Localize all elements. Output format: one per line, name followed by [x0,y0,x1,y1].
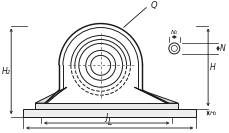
Text: J: J [105,113,107,122]
Bar [23,109,195,117]
Text: N₁: N₁ [170,30,177,35]
Text: N: N [219,44,225,53]
Text: H₂: H₂ [1,67,10,76]
Polygon shape [134,87,177,103]
Text: L: L [107,117,111,126]
Text: H₁: H₁ [209,111,216,116]
Bar [35,103,177,109]
Text: H: H [209,63,215,72]
Polygon shape [35,87,67,103]
Text: Q: Q [150,1,156,10]
